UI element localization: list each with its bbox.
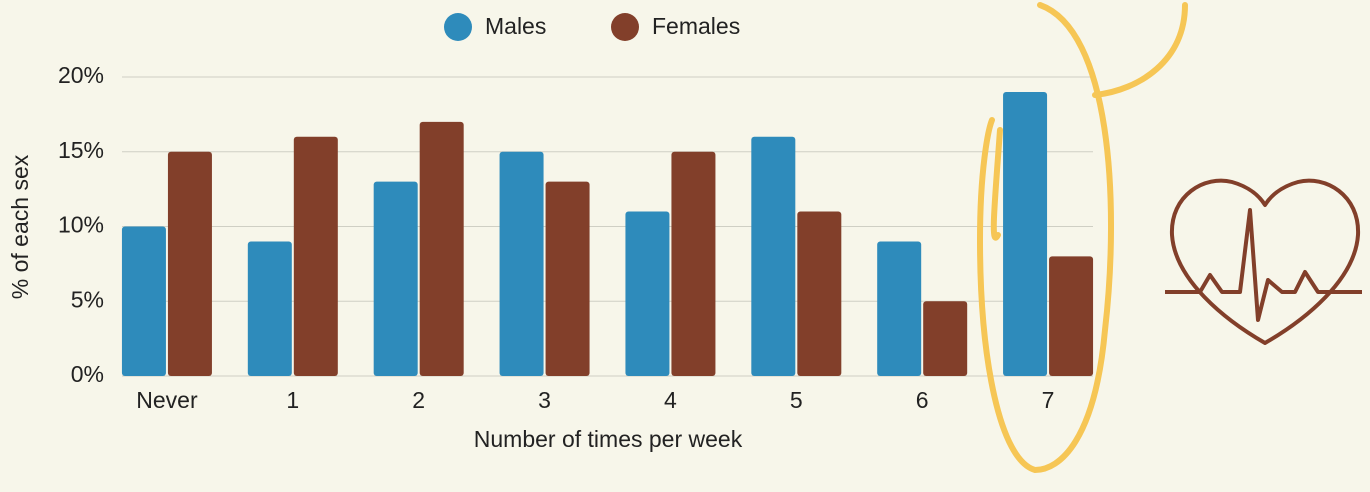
x-tick-label: 6	[916, 387, 929, 413]
y-axis-label: % of each sex	[7, 154, 33, 299]
bar	[419, 121, 464, 376]
y-tick-label: 0%	[71, 361, 104, 387]
bar	[877, 241, 922, 376]
bar	[1003, 91, 1048, 376]
x-axis-label: Number of times per week	[474, 426, 743, 452]
plot-area: 0% 5% 10% 15% 20% Never 1 2 3 4 5 6 7 Males Females	[58, 13, 1094, 413]
bar	[751, 136, 796, 376]
bar	[923, 301, 968, 376]
x-tick-label: Never	[136, 387, 198, 413]
y-tick-label: 20%	[58, 62, 104, 88]
highlight-scribble	[976, 2, 1188, 474]
bar	[373, 181, 418, 376]
heart-icon	[1165, 178, 1362, 345]
x-tick-label: 7	[1042, 387, 1055, 413]
bar	[671, 151, 716, 376]
bar	[1049, 256, 1094, 376]
legend-label: Females	[652, 13, 740, 39]
legend-label: Males	[485, 13, 546, 39]
x-tick-label: 5	[790, 387, 803, 413]
bar	[167, 151, 212, 376]
x-tick-label: 1	[286, 387, 299, 413]
bar	[545, 181, 590, 376]
x-tick-label: 4	[664, 387, 677, 413]
y-tick-label: 10%	[58, 212, 104, 238]
bar	[293, 136, 338, 376]
bar	[121, 226, 166, 376]
x-tick-label: 2	[412, 387, 425, 413]
y-tick-label: 15%	[58, 137, 104, 163]
legend-swatch	[444, 13, 472, 41]
x-tick-label: 3	[538, 387, 551, 413]
bar	[797, 211, 842, 376]
bar	[625, 211, 670, 376]
bar	[499, 151, 544, 376]
legend-swatch	[611, 13, 639, 41]
bar	[247, 241, 292, 376]
y-tick-label: 5%	[71, 286, 104, 312]
